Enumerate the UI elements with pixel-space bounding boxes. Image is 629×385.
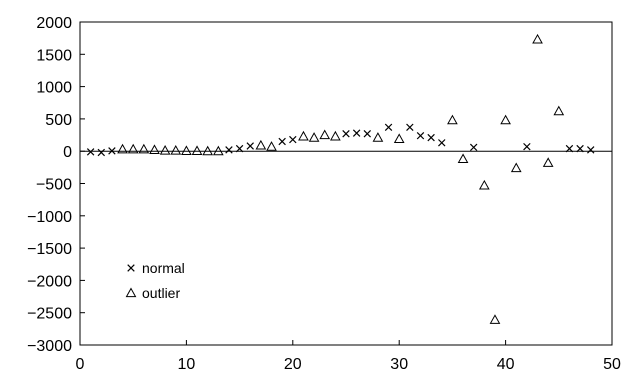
data-point-normal [406, 123, 414, 132]
data-point-outlier [255, 139, 267, 150]
data-point-normal [86, 148, 95, 156]
data-point-outlier [149, 144, 160, 155]
data-point-normal [278, 137, 286, 146]
x-axis-tick-labels: 0 10 20 30 40 50 [76, 356, 621, 373]
data-point-outlier [478, 179, 490, 190]
y-tick-label: 1000 [36, 80, 72, 97]
data-points [86, 33, 595, 324]
data-point-normal [416, 131, 425, 140]
data-point-outlier [330, 130, 341, 141]
data-point-outlier [447, 114, 458, 125]
y-tick-label: 1500 [36, 47, 72, 64]
data-point-normal [363, 130, 372, 138]
data-point-outlier [191, 145, 203, 155]
y-tick-label: −2500 [27, 306, 72, 323]
data-point-normal [576, 144, 584, 153]
x-tick-label: 50 [603, 356, 621, 373]
x-tick-label: 30 [390, 356, 408, 373]
data-point-outlier [266, 141, 277, 151]
data-point-normal [384, 123, 393, 132]
data-point-outlier [500, 114, 511, 125]
data-point-outlier [127, 143, 139, 154]
legend-marker-x-glyph [127, 264, 135, 272]
y-tick-label: 2000 [36, 15, 72, 32]
legend-label-normal: normal [142, 260, 185, 276]
y-tick-label: −1500 [27, 241, 72, 258]
y-tick-label: −2000 [27, 273, 72, 290]
data-point-outlier [202, 145, 214, 156]
y-tick-label: −3000 [27, 338, 72, 355]
x-tick-label: 0 [76, 356, 85, 373]
legend-marker-x [127, 264, 135, 272]
data-point-normal [108, 147, 116, 155]
data-point-normal [469, 143, 478, 152]
y-tick-label: 500 [45, 112, 72, 129]
data-point-outlier [308, 132, 320, 142]
data-point-outlier [298, 130, 309, 141]
y-tick-label: −500 [36, 177, 72, 194]
data-point-normal [427, 133, 435, 142]
data-point-outlier [212, 145, 224, 156]
x-tick-label: 40 [497, 356, 515, 373]
y-axis-tick-labels: 2000 1500 1000 500 0 −500 −1000 −1500 −2000 −2500… [27, 15, 72, 355]
data-point-outlier [457, 153, 469, 164]
data-point-outlier [117, 143, 128, 154]
data-point-outlier [393, 133, 405, 144]
legend-label-outlier: outlier [142, 285, 180, 301]
legend-marker-triangle-glyph [125, 287, 137, 298]
legend-item-outlier: outlier [125, 285, 180, 301]
data-point-normal [438, 139, 446, 147]
data-point-normal [225, 146, 233, 154]
y-tick-label: 0 [63, 144, 72, 161]
data-point-outlier [510, 162, 522, 173]
x-axis-ticks [79, 340, 613, 345]
data-point-normal [565, 144, 574, 153]
data-point-outlier [372, 132, 384, 142]
legend-marker-triangle [125, 287, 137, 298]
data-point-normal [342, 130, 350, 138]
y-tick-label: −1000 [27, 209, 72, 226]
data-point-outlier [181, 145, 192, 155]
data-point-outlier [553, 105, 565, 116]
legend: normal outlier [125, 260, 185, 301]
y-axis-ticks [80, 21, 85, 346]
data-point-normal [523, 142, 531, 151]
data-point-outlier [489, 314, 501, 324]
data-point-outlier [532, 33, 543, 44]
data-point-outlier [138, 143, 150, 154]
data-point-outlier [159, 145, 171, 155]
data-point-normal [289, 135, 297, 144]
x-tick-label: 20 [284, 356, 302, 373]
data-point-normal [235, 144, 244, 153]
data-point-normal [352, 129, 361, 137]
x-tick-label: 10 [178, 356, 196, 373]
data-point-outlier [542, 157, 554, 167]
legend-item-normal: normal [127, 260, 185, 276]
data-point-normal [586, 146, 595, 154]
data-point-normal [97, 148, 106, 157]
data-point-outlier [319, 129, 331, 140]
data-point-normal [246, 142, 254, 150]
data-point-outlier [170, 145, 182, 155]
